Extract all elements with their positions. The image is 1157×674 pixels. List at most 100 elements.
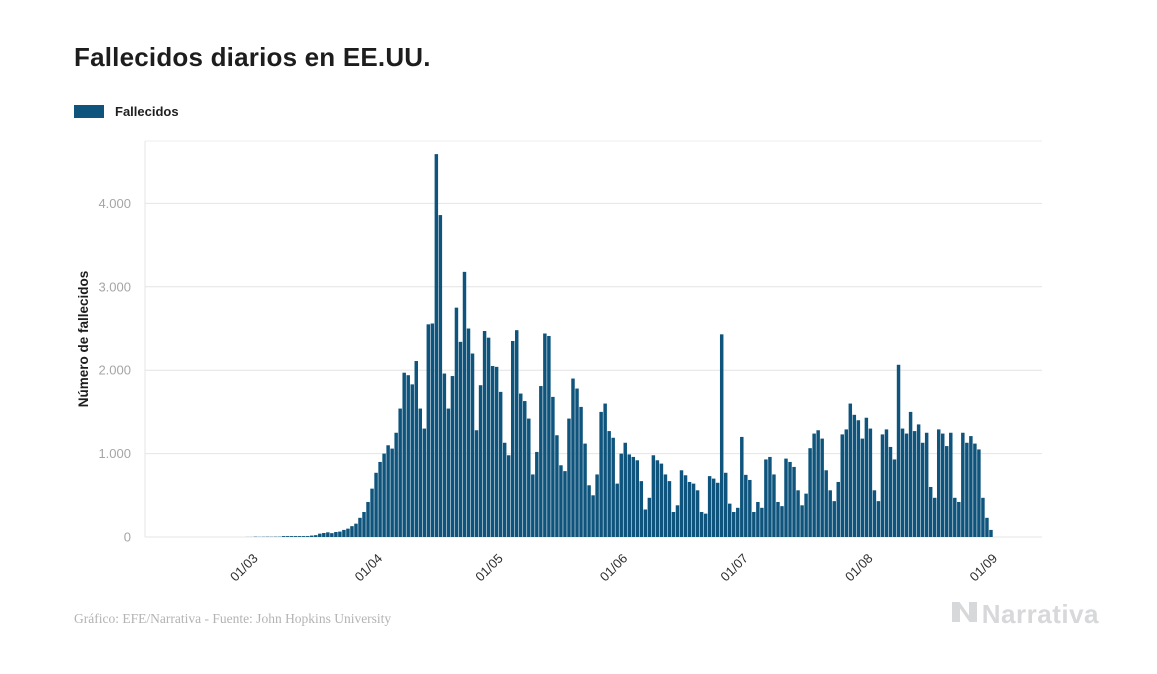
bar (543, 333, 547, 537)
bar (370, 488, 374, 537)
bar (430, 323, 435, 537)
bar (848, 403, 853, 537)
bar (719, 334, 724, 537)
bar (864, 417, 869, 537)
bar (804, 493, 808, 537)
bar (961, 432, 965, 537)
bar (490, 366, 495, 537)
bar (579, 406, 583, 537)
legend-swatch (74, 105, 104, 118)
svg-text:01/09: 01/09 (967, 551, 1001, 585)
bar (683, 475, 688, 537)
bar (458, 341, 463, 537)
svg-text:01/08: 01/08 (842, 551, 876, 585)
bar (478, 385, 483, 537)
y-axis-tick-labels: 0 1.000 2.000 3.000 4.000 (98, 196, 131, 545)
bar (346, 528, 350, 537)
bar (631, 456, 636, 537)
bar (904, 433, 909, 537)
bar (768, 456, 772, 537)
bar (932, 497, 937, 537)
bar (635, 460, 640, 537)
bar (840, 434, 844, 537)
bar (900, 428, 905, 537)
narrativa-logo-text: Narrativa (981, 599, 1099, 629)
bar (466, 328, 471, 537)
bar (949, 432, 953, 537)
bar (506, 455, 511, 537)
bar (615, 483, 619, 537)
narrativa-logo: Narrativa (951, 599, 1099, 630)
bar (318, 533, 322, 537)
bar (438, 215, 443, 537)
bar (740, 436, 744, 537)
bar (748, 479, 752, 537)
bar (675, 505, 680, 537)
bar (350, 526, 354, 537)
bar (969, 436, 973, 537)
bar (808, 448, 812, 537)
bar (643, 509, 648, 537)
bar (888, 446, 893, 537)
bar (406, 375, 410, 537)
bar (486, 337, 491, 537)
bar (394, 432, 398, 537)
bar (390, 448, 394, 537)
bar (551, 396, 555, 537)
bar (695, 490, 700, 537)
bar (414, 361, 418, 537)
bar (876, 501, 881, 537)
bar (519, 393, 523, 537)
bar (306, 536, 310, 537)
svg-text:01/07: 01/07 (717, 551, 751, 585)
bar (800, 505, 804, 537)
bar (623, 442, 627, 537)
bar (611, 437, 615, 537)
bar (474, 430, 479, 537)
bar (723, 472, 728, 537)
bar (836, 481, 840, 537)
bar (358, 517, 362, 537)
bar (985, 517, 989, 537)
svg-text:1.000: 1.000 (98, 446, 131, 461)
bar (953, 497, 957, 537)
bar (595, 474, 599, 537)
bar (788, 461, 792, 537)
bar (844, 429, 849, 537)
bar (924, 432, 929, 537)
bar (426, 324, 431, 537)
bar (527, 418, 531, 537)
narrativa-logo-icon (951, 600, 978, 629)
bar (667, 481, 672, 537)
bar (587, 485, 591, 537)
bar (314, 535, 318, 537)
bar (744, 474, 748, 537)
bar (796, 490, 800, 537)
bar (816, 430, 820, 537)
bar (973, 443, 977, 537)
bar (402, 372, 406, 537)
bar (868, 428, 873, 537)
bar (301, 536, 306, 537)
svg-text:0: 0 (124, 530, 131, 545)
bar (462, 271, 467, 537)
bar (792, 466, 796, 537)
bar (531, 474, 535, 537)
bar (454, 307, 459, 537)
bar (514, 330, 519, 537)
bar (655, 460, 660, 537)
bar (567, 418, 571, 537)
bar (555, 435, 559, 537)
bar (908, 411, 913, 537)
bar (494, 366, 499, 537)
bar (535, 451, 539, 537)
bar (410, 384, 414, 537)
x-axis-tick-labels: 01/03 01/04 01/05 01/06 01/07 01/08 01/09 (227, 551, 1000, 585)
bar (728, 503, 732, 537)
bar (812, 433, 816, 537)
bar (442, 373, 447, 537)
bar (619, 453, 623, 537)
y-axis-title: Número de fallecidos (76, 271, 91, 408)
bar (957, 501, 961, 537)
bar (764, 459, 768, 537)
